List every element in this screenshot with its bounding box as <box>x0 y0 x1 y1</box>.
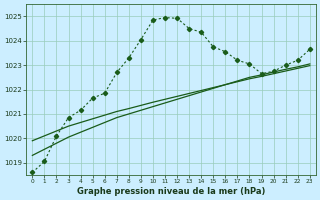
X-axis label: Graphe pression niveau de la mer (hPa): Graphe pression niveau de la mer (hPa) <box>77 187 265 196</box>
